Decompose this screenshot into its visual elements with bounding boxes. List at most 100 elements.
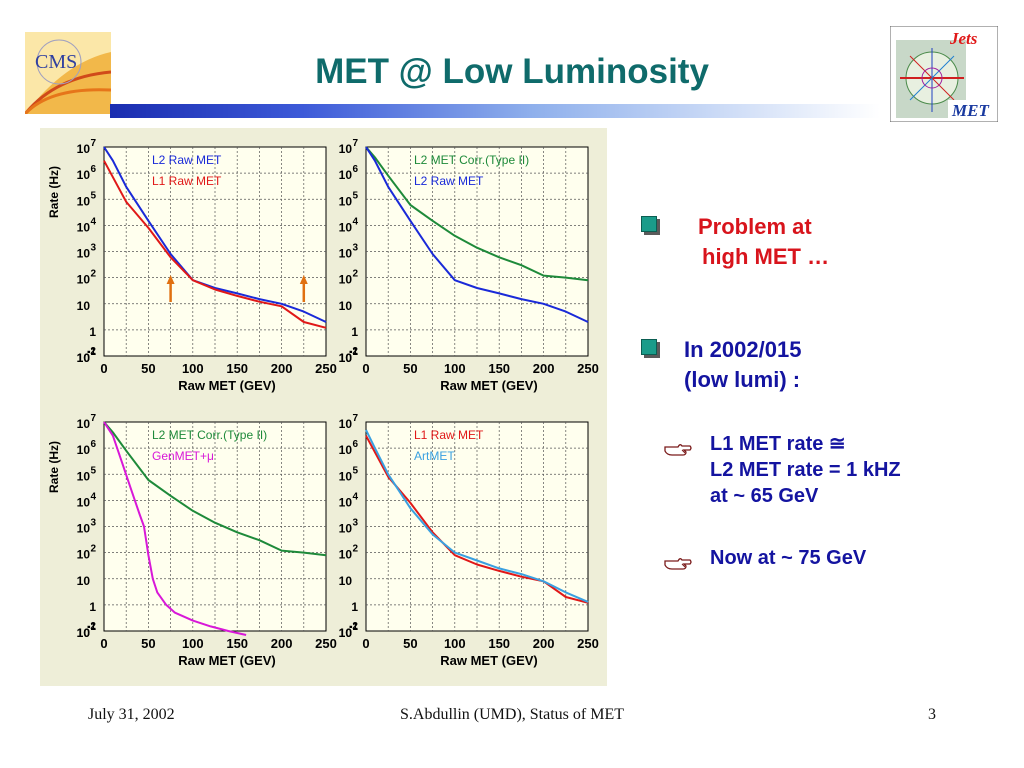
jets-met-logo: MET Jets [889, 25, 999, 123]
y-tick-label: 10 [77, 168, 91, 182]
jets-logo-text: Jets [949, 29, 978, 48]
pointing-hand-icon [664, 558, 692, 570]
y-axis-label: Rate (Hz) [47, 166, 61, 218]
y-tick-label: 10 [339, 299, 353, 313]
y-tick-label: 10 [339, 522, 353, 536]
bullet-square-icon [641, 216, 657, 232]
y-tick-exponent: 4 [90, 216, 96, 227]
legend-entry: L1 Raw MET [414, 428, 484, 442]
x-axis-label: Raw MET (GEV) [440, 378, 538, 393]
y-tick-exponent: 6 [352, 164, 358, 175]
x-tick-label: 250 [315, 361, 337, 376]
x-tick-label: 150 [488, 636, 510, 651]
y-tick-label: 10 [339, 194, 353, 208]
bullet-problem-line2: high MET … [702, 244, 830, 269]
pointing-hand-icon [664, 444, 692, 456]
y-tick-label: 1 [351, 325, 358, 339]
y-tick-label: 10 [339, 220, 353, 234]
legend-entry: L2 MET Corr.(Type II) [414, 153, 529, 167]
x-axis-label: Raw MET (GEV) [440, 653, 538, 668]
y-tick-exponent: 3 [352, 243, 358, 254]
y-tick-label: 10 [77, 194, 91, 208]
x-tick-label: 250 [577, 636, 599, 651]
x-tick-label: 50 [403, 361, 417, 376]
y-tick-exponent: -1 [349, 347, 358, 358]
met-rate-figure: 0 50 100 150 200 250 10 7 10 6 10 5 10 4 10 3 10 2 10 1 10 -1… [40, 128, 607, 686]
y-tick-label: 10 [77, 626, 91, 640]
x-tick-label: 50 [141, 361, 155, 376]
x-tick-label: 200 [271, 636, 293, 651]
legend-entry: L1 Raw MET [152, 174, 222, 188]
y-tick-label: 10 [339, 142, 353, 156]
cms-logo: CMS [23, 32, 112, 116]
bullet-lumi-line2: (low lumi) : [684, 367, 801, 392]
y-tick-exponent: 2 [352, 544, 358, 555]
page-title: MET @ Low Luminosity [315, 52, 709, 91]
legend-entry: L2 Raw MET [152, 153, 222, 167]
subbullet-now-line1: Now at ~ 75 GeV [710, 547, 867, 569]
y-tick-exponent: 3 [90, 518, 96, 529]
y-tick-label: 10 [339, 273, 353, 287]
bullet-problem-line1: Problem at [698, 214, 812, 239]
annotation-arrowhead [166, 275, 175, 284]
subbullet-rate-line3: at ~ 65 GeV [710, 485, 819, 507]
series-line-1 [365, 146, 589, 282]
y-tick-label: 1 [89, 600, 96, 614]
y-tick-exponent: 4 [352, 491, 358, 502]
series-line-2 [365, 429, 589, 603]
y-tick-label: 10 [77, 351, 91, 365]
y-tick-exponent: 7 [352, 413, 358, 424]
y-tick-exponent: 5 [352, 465, 358, 476]
y-tick-label: 10 [77, 626, 91, 640]
y-tick-exponent: -2 [349, 621, 358, 632]
y-tick-label: 10 [77, 220, 91, 234]
y-tick-label: 10 [339, 495, 353, 509]
y-tick-label: 10 [77, 142, 91, 156]
x-tick-label: 250 [577, 361, 599, 376]
y-tick-label: 10 [77, 351, 91, 365]
x-tick-label: 0 [362, 361, 369, 376]
y-tick-exponent: 2 [90, 269, 96, 280]
y-tick-label: 10 [77, 469, 91, 483]
y-tick-label: 10 [339, 626, 353, 640]
footer-date: July 31, 2002 [88, 706, 175, 723]
x-tick-label: 100 [444, 636, 466, 651]
y-tick-exponent: 2 [90, 544, 96, 555]
legend-entry: GenMET+μ [152, 449, 214, 463]
y-axis-label: Rate (Hz) [47, 441, 61, 493]
y-tick-exponent: 5 [90, 190, 96, 201]
y-tick-exponent: 4 [90, 491, 96, 502]
bullet-lumi-line1: In 2002/015 [684, 337, 802, 362]
footer-author: S.Abdullin (UMD), Status of MET [400, 706, 624, 723]
y-tick-exponent: 4 [352, 216, 358, 227]
y-tick-label: 1 [89, 325, 96, 339]
y-tick-label: 10 [77, 443, 91, 457]
subbullet-rate: L1 MET rate ≅ L2 MET rate = 1 kHZ at ~ 6… [710, 431, 1010, 509]
y-tick-label: 10 [339, 351, 353, 365]
x-tick-label: 200 [533, 361, 555, 376]
x-tick-label: 200 [533, 636, 555, 651]
subbullet-now: Now at ~ 75 GeV [710, 545, 1010, 571]
y-tick-exponent: -2 [349, 346, 358, 357]
y-tick-label: 10 [339, 548, 353, 562]
annotation-arrowhead [299, 275, 308, 284]
y-tick-exponent: -2 [87, 346, 96, 357]
x-tick-label: 100 [444, 361, 466, 376]
y-tick-label: 10 [339, 626, 353, 640]
y-tick-exponent: 7 [90, 138, 96, 149]
y-tick-exponent: 3 [352, 518, 358, 529]
x-tick-label: 0 [362, 636, 369, 651]
y-tick-exponent: -1 [349, 622, 358, 633]
x-tick-label: 200 [271, 361, 293, 376]
x-tick-label: 100 [182, 361, 204, 376]
y-tick-exponent: 3 [90, 243, 96, 254]
series-line-1 [103, 421, 327, 557]
y-tick-label: 10 [77, 522, 91, 536]
x-tick-label: 150 [226, 636, 248, 651]
x-tick-label: 150 [226, 361, 248, 376]
y-tick-label: 10 [77, 273, 91, 287]
x-tick-label: 50 [141, 636, 155, 651]
y-tick-exponent: 5 [352, 190, 358, 201]
x-tick-label: 250 [315, 636, 337, 651]
